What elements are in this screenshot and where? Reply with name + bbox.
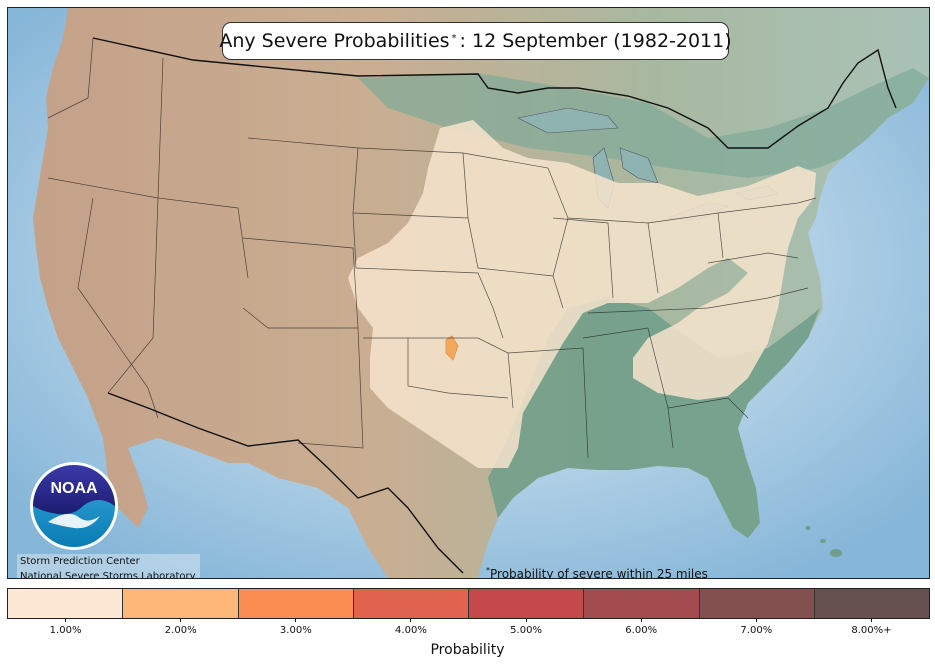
noaa-logo-icon: NOAA xyxy=(28,460,120,556)
international-border xyxy=(92,37,897,149)
map-canvas xyxy=(8,8,929,578)
colorbar-tick-label: 8.00%+ xyxy=(831,618,911,636)
colorbar-tick-label: 1.00% xyxy=(26,618,106,636)
probability-2pct-area xyxy=(445,335,459,361)
colorbar-segment xyxy=(469,589,585,618)
colorbar-segment xyxy=(584,589,700,618)
northern-lowland xyxy=(358,68,929,178)
map-title: Any Severe Probabilities *: 12 September … xyxy=(219,22,732,60)
colorbar-tick-label: 2.00% xyxy=(141,618,221,636)
colorbar-ticks: 1.00% 2.00% 3.00% 4.00% 5.00% 6.00% 7.00% 8.00%… xyxy=(7,618,930,638)
title-suffix: : 12 September (1982-2011) xyxy=(459,30,732,52)
colorbar-segment xyxy=(353,589,469,618)
mexico-border xyxy=(107,392,464,574)
colorbar-tick-label: 4.00% xyxy=(371,618,451,636)
state-boundaries xyxy=(47,37,817,459)
colorbar-segment xyxy=(814,589,929,618)
colorbar-segment xyxy=(123,589,239,618)
credit-line-spc: Storm Prediction Center xyxy=(20,556,140,567)
colorbar-segment xyxy=(8,589,124,618)
colorbar-segment xyxy=(238,589,354,618)
footnote-asterisk: * xyxy=(486,566,490,575)
probability-1pct-area xyxy=(348,120,816,468)
colorbar-tick-label: 3.00% xyxy=(256,618,336,636)
colorbar-tick-label: 5.00% xyxy=(486,618,566,636)
credit-line-nssl: National Severe Storms Laboratory xyxy=(20,571,196,579)
colorbar xyxy=(7,588,930,619)
title-asterisk: * xyxy=(451,32,457,44)
colorbar-label: Probability xyxy=(430,642,505,658)
map-panel: Any Severe Probabilities *: 12 September … xyxy=(7,7,930,579)
credits: Storm Prediction Center National Severe … xyxy=(17,554,200,579)
title-prefix: Any Severe Probabilities xyxy=(219,30,450,52)
florida-keys xyxy=(805,526,842,557)
colorbar-tick-label: 6.00% xyxy=(601,618,681,636)
noaa-logo-text: NOAA xyxy=(50,480,98,497)
footnote: *Probability of severe within 25 miles xyxy=(486,566,708,579)
footnote-text: Probability of severe within 25 miles xyxy=(490,567,708,579)
colorbar-tick-label: 7.00% xyxy=(716,618,796,636)
colorbar-segment xyxy=(699,589,815,618)
